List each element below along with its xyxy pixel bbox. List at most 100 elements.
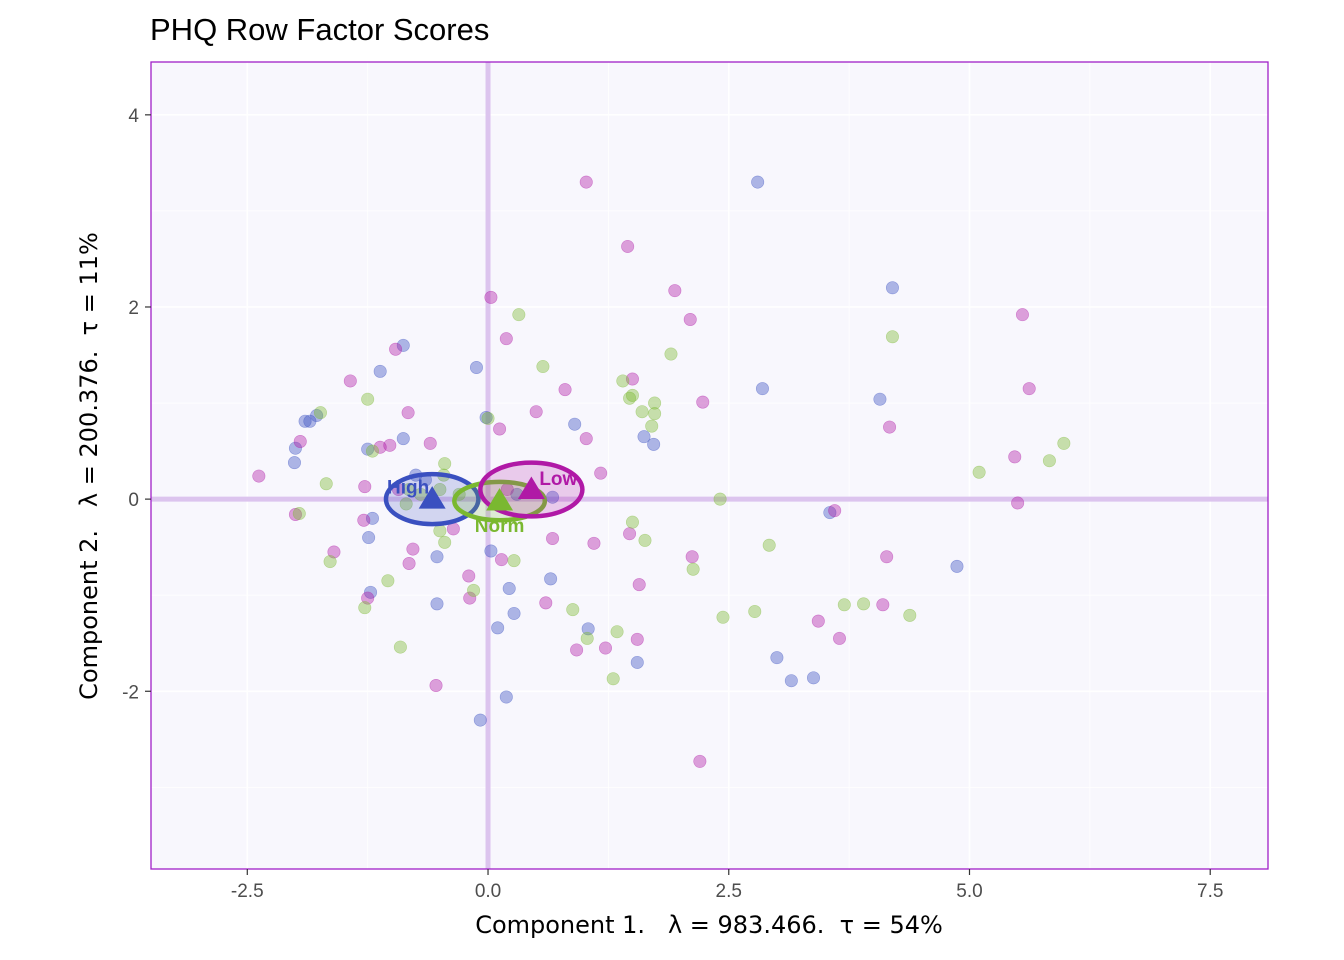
- point-low: [579, 175, 593, 189]
- point-norm: [648, 407, 662, 421]
- point-high: [806, 671, 820, 685]
- point-norm: [580, 631, 594, 645]
- point-norm: [645, 419, 659, 433]
- point-norm: [566, 603, 580, 617]
- point-low: [683, 312, 697, 326]
- point-low: [343, 374, 357, 388]
- point-norm: [1057, 436, 1071, 450]
- point-norm: [481, 411, 495, 425]
- point-low: [632, 578, 646, 592]
- point-high: [630, 655, 644, 669]
- mean-marker-low: [517, 476, 545, 500]
- point-low: [288, 507, 302, 521]
- point-low: [357, 513, 371, 527]
- point-norm: [748, 605, 762, 619]
- point-low: [1011, 496, 1025, 510]
- point-low: [811, 614, 825, 628]
- point-high: [396, 432, 410, 446]
- point-norm: [716, 610, 730, 624]
- point-high: [823, 506, 837, 520]
- point-high: [287, 456, 301, 470]
- point-norm: [903, 608, 917, 622]
- point-norm: [467, 583, 481, 597]
- group-labels: High Norm Low: [387, 469, 578, 537]
- point-norm: [313, 406, 327, 420]
- point-norm: [507, 554, 521, 568]
- x-axis-title: Component 1. λ = 983.466. τ = 54%: [475, 911, 943, 939]
- point-high: [568, 417, 582, 431]
- point-low: [630, 632, 644, 646]
- point-norm: [438, 457, 452, 471]
- point-low: [685, 550, 699, 564]
- point-norm: [512, 308, 526, 322]
- point-high: [751, 175, 765, 189]
- point-low: [668, 284, 682, 298]
- point-low: [402, 556, 416, 570]
- point-high: [365, 511, 379, 525]
- grid-minor: [151, 62, 1268, 869]
- point-norm: [635, 405, 649, 419]
- point-low: [327, 545, 341, 559]
- point-high: [581, 622, 595, 636]
- point-low: [293, 434, 307, 448]
- point-low: [499, 332, 513, 346]
- point-low: [570, 643, 584, 657]
- origin-lines: [151, 62, 1268, 869]
- point-norm: [433, 524, 447, 538]
- point-norm: [713, 492, 727, 506]
- point-norm: [972, 465, 986, 479]
- point-norm: [438, 535, 452, 549]
- point-low: [1022, 382, 1036, 396]
- group-label-norm: Norm: [475, 516, 525, 537]
- group-label-low: Low: [539, 469, 577, 490]
- point-high: [430, 550, 444, 564]
- chart-title: PHQ Row Factor Scores: [150, 12, 489, 47]
- point-high: [310, 409, 324, 423]
- point-high: [499, 690, 513, 704]
- point-high: [647, 437, 661, 451]
- point-low: [883, 420, 897, 434]
- point-high: [950, 559, 964, 573]
- point-low: [463, 591, 477, 605]
- point-low: [828, 504, 842, 518]
- point-low: [401, 406, 415, 420]
- y-axis: -2 0 2 4: [122, 106, 151, 703]
- point-norm: [358, 601, 372, 615]
- point-norm: [1042, 454, 1056, 468]
- point-high: [479, 410, 493, 424]
- point-low: [832, 631, 846, 645]
- x-tick-label: 2.5: [716, 881, 742, 902]
- plot-panel: [151, 62, 1268, 869]
- x-tick-label: -2.5: [231, 881, 264, 902]
- group-label-high: High: [387, 478, 429, 499]
- point-high: [770, 651, 784, 665]
- point-low: [546, 532, 560, 546]
- point-low: [495, 553, 509, 567]
- point-high: [885, 281, 899, 295]
- y-tick-label: 4: [128, 106, 139, 127]
- mean-marker-norm: [486, 488, 514, 511]
- point-low: [876, 598, 890, 612]
- y-tick-label: -2: [122, 682, 139, 703]
- point-norm: [837, 598, 851, 612]
- point-low: [599, 641, 613, 655]
- point-low: [493, 422, 507, 436]
- point-low: [623, 527, 637, 541]
- point-norm: [885, 330, 899, 344]
- point-high: [491, 621, 505, 635]
- point-norm: [292, 507, 306, 521]
- point-low: [383, 438, 397, 452]
- point-norm: [393, 640, 407, 654]
- point-low: [529, 405, 543, 419]
- point-norm: [625, 388, 639, 402]
- point-high: [544, 572, 558, 586]
- point-high: [288, 441, 302, 455]
- point-norm: [323, 555, 337, 569]
- point-low: [621, 239, 635, 253]
- point-low: [406, 542, 420, 556]
- x-tick-label: 5.0: [956, 881, 982, 902]
- point-high: [755, 382, 769, 396]
- point-high: [373, 364, 387, 378]
- point-high: [473, 713, 487, 727]
